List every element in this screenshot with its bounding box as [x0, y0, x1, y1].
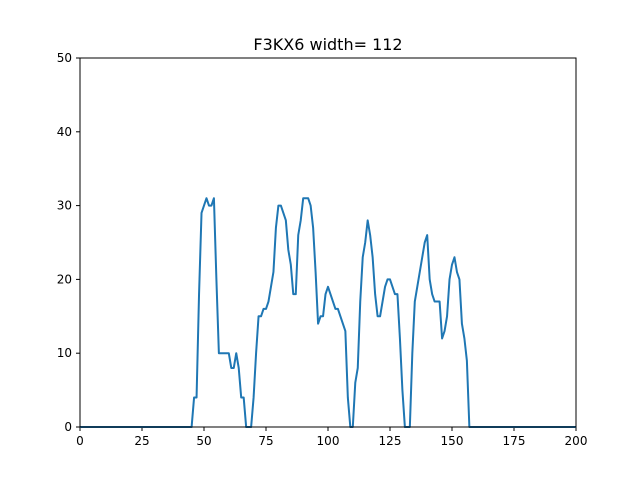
x-axis-ticks: 0 25 50 75 100 125 150 175 200 [76, 427, 587, 448]
y-tick-label: 30 [57, 199, 72, 213]
x-tick-label: 200 [565, 434, 588, 448]
plot-area-frame [79, 57, 577, 428]
y-axis-ticks: 0 10 20 30 40 50 [57, 51, 80, 434]
x-tick-label: 25 [134, 434, 149, 448]
y-tick-label: 40 [57, 125, 72, 139]
y-tick-label: 50 [57, 51, 72, 65]
x-tick-label: 50 [196, 434, 211, 448]
chart-title: F3KX6 width= 112 [253, 35, 402, 54]
x-tick-label: 75 [258, 434, 273, 448]
x-tick-label: 125 [379, 434, 402, 448]
x-tick-label: 100 [317, 434, 340, 448]
x-tick-label: 0 [76, 434, 84, 448]
y-tick-label: 0 [64, 420, 72, 434]
y-tick-label: 20 [57, 272, 72, 286]
data-series-line [80, 197, 576, 428]
x-tick-label: 150 [441, 434, 464, 448]
x-tick-label: 175 [503, 434, 526, 448]
y-tick-label: 10 [57, 346, 72, 360]
